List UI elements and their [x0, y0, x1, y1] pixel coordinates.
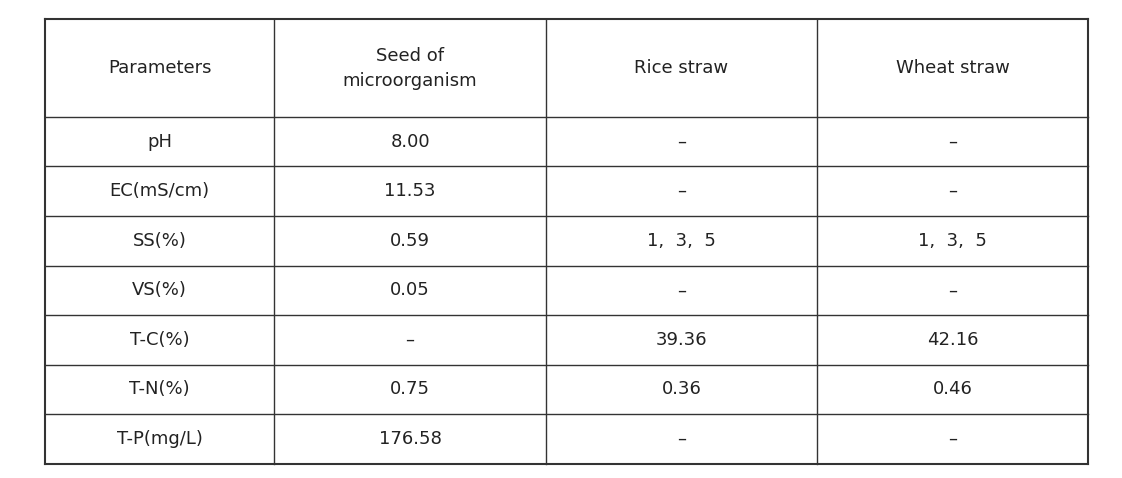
- Text: –: –: [677, 281, 686, 299]
- Text: 0.36: 0.36: [662, 380, 701, 398]
- Text: 0.05: 0.05: [390, 281, 430, 299]
- Text: Parameters: Parameters: [108, 59, 211, 77]
- Text: 0.75: 0.75: [390, 380, 430, 398]
- Text: –: –: [948, 281, 957, 299]
- Text: T-P(mg/L): T-P(mg/L): [117, 430, 203, 448]
- Text: 0.46: 0.46: [932, 380, 973, 398]
- Text: 11.53: 11.53: [385, 182, 435, 200]
- Text: –: –: [948, 133, 957, 151]
- Text: VS(%): VS(%): [132, 281, 187, 299]
- Text: Seed of
microorganism: Seed of microorganism: [343, 46, 477, 89]
- Text: –: –: [677, 430, 686, 448]
- Text: T-N(%): T-N(%): [129, 380, 190, 398]
- Text: –: –: [948, 430, 957, 448]
- Text: 39.36: 39.36: [655, 331, 707, 349]
- Text: –: –: [405, 331, 415, 349]
- Text: 176.58: 176.58: [378, 430, 442, 448]
- Text: –: –: [677, 133, 686, 151]
- Text: Wheat straw: Wheat straw: [895, 59, 1010, 77]
- Text: 42.16: 42.16: [927, 331, 978, 349]
- Text: EC(mS/cm): EC(mS/cm): [110, 182, 210, 200]
- Text: –: –: [948, 182, 957, 200]
- Text: 8.00: 8.00: [390, 133, 430, 151]
- Text: 1,  3,  5: 1, 3, 5: [647, 232, 716, 250]
- Text: pH: pH: [147, 133, 172, 151]
- Text: Rice straw: Rice straw: [634, 59, 728, 77]
- Text: SS(%): SS(%): [132, 232, 186, 250]
- Text: T-C(%): T-C(%): [130, 331, 190, 349]
- Text: 0.59: 0.59: [390, 232, 430, 250]
- Text: –: –: [677, 182, 686, 200]
- Text: 1,  3,  5: 1, 3, 5: [918, 232, 987, 250]
